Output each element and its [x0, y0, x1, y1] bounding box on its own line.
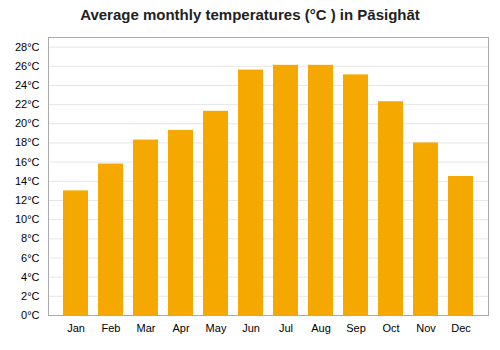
- svg-text:Feb: Feb: [102, 322, 121, 334]
- svg-text:16°C: 16°C: [15, 156, 40, 168]
- svg-text:May: May: [206, 322, 227, 334]
- svg-text:Dec: Dec: [451, 322, 471, 334]
- svg-text:Aug: Aug: [311, 322, 331, 334]
- svg-text:24°C: 24°C: [15, 79, 40, 91]
- svg-text:2°C: 2°C: [21, 290, 40, 302]
- svg-text:8°C: 8°C: [21, 232, 40, 244]
- svg-text:4°C: 4°C: [21, 271, 40, 283]
- svg-text:0°C: 0°C: [21, 309, 40, 321]
- svg-text:10°C: 10°C: [15, 213, 40, 225]
- html-text:Average monthly temperatures (: Average monthly temperatures (°C ) in Pā…: [80, 6, 420, 23]
- svg-text:Jun: Jun: [242, 322, 260, 334]
- svg-text:Jan: Jan: [67, 322, 85, 334]
- svg-text:20°C: 20°C: [15, 117, 40, 129]
- svg-text:Sep: Sep: [346, 322, 366, 334]
- svg-text:14°C: 14°C: [15, 175, 40, 187]
- svg-text:Jul: Jul: [279, 322, 293, 334]
- svg-text:Mar: Mar: [137, 322, 156, 334]
- svg-text:6°C: 6°C: [21, 252, 40, 264]
- svg-text:Nov: Nov: [416, 322, 436, 334]
- svg-text:18°C: 18°C: [15, 136, 40, 148]
- svg-text:Oct: Oct: [382, 322, 399, 334]
- svg-text:12°C: 12°C: [15, 194, 40, 206]
- svg-text:26°C: 26°C: [15, 60, 40, 72]
- svg-text:28°C: 28°C: [15, 41, 40, 53]
- svg-text:22°C: 22°C: [15, 98, 40, 110]
- svg-text:Apr: Apr: [172, 322, 189, 334]
